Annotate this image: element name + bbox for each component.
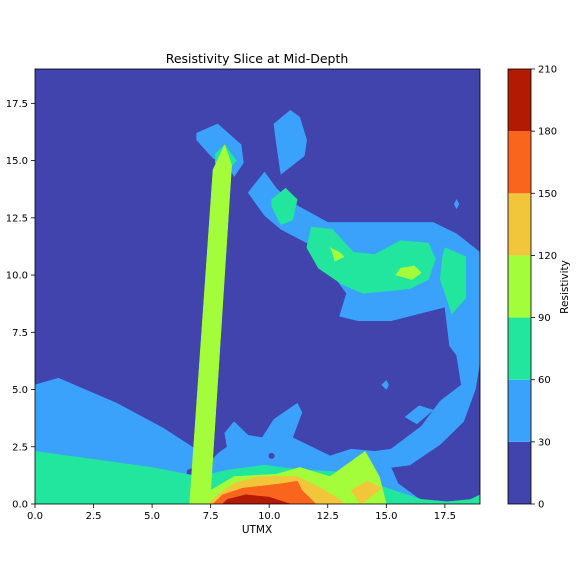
- y-tick-label: 2.5: [12, 442, 28, 453]
- x-axis: 0.0 2.5 5.0 7.5 10.0 12.5 15.0 17.5: [27, 504, 456, 522]
- contour-region-level-3: [189, 144, 387, 504]
- x-tick-label: 15.0: [375, 511, 397, 522]
- y-tick-label: 5.0: [12, 385, 28, 396]
- contour-region-level-4: [350, 480, 382, 504]
- contour-region-level-3: [395, 265, 422, 280]
- x-tick-label: 12.5: [317, 511, 339, 522]
- colorbar-segment: [508, 69, 531, 132]
- colorbar-tick-label: 120: [538, 251, 557, 262]
- colorbar-tick-label: 0: [538, 500, 544, 511]
- colorbar-tick-label: 60: [538, 375, 551, 386]
- colorbar-tick-label: 90: [538, 313, 551, 324]
- colorbar-frame: [507, 68, 532, 505]
- y-tick-label: 0.0: [12, 500, 28, 511]
- x-tick-label: 0.0: [27, 511, 43, 522]
- y-axis: 0.0 2.5 5.0 7.5 10.0 12.5 15.0 17.5: [6, 99, 35, 511]
- x-tick-label: 10.0: [258, 511, 280, 522]
- contour-region-level-1: [381, 380, 389, 390]
- colorbar-segment: [508, 131, 531, 194]
- contour-region-level-3: [329, 247, 345, 262]
- y-tick-label: 7.5: [12, 328, 28, 339]
- colorbar-segment: [508, 255, 531, 318]
- colorbar-label: Resistivity: [559, 260, 571, 314]
- contour-region-level-1: [453, 199, 460, 209]
- chart-title: Resistivity Slice at Mid-Depth: [166, 51, 349, 66]
- contour-regions: [35, 109, 480, 504]
- contour-region-level-1: [273, 109, 307, 175]
- y-tick-label: 10.0: [6, 271, 28, 282]
- y-tick-label: 15.0: [6, 156, 28, 167]
- x-tick-label: 5.0: [144, 511, 160, 522]
- contour-region-level-6: [222, 494, 291, 504]
- colorbar-segment: [508, 441, 531, 504]
- x-tick-label: 2.5: [86, 511, 102, 522]
- colorbar-segment: [508, 193, 531, 256]
- colorbar-tick-label: 210: [538, 65, 557, 76]
- x-tick-label: 7.5: [203, 511, 219, 522]
- contour-region-level-2: [271, 187, 298, 225]
- plot-area: [35, 69, 480, 504]
- plot-frame: [34, 68, 481, 505]
- contour-dot: [268, 452, 275, 459]
- x-axis-label: UTMX: [242, 524, 272, 536]
- y-tick-label: 17.5: [6, 99, 28, 110]
- contour-region-level-2: [439, 247, 467, 315]
- contour-region-level-1: [404, 405, 434, 425]
- colorbar-tick-label: 150: [538, 189, 557, 200]
- colorbar: 0 30 60 90 120 150 180 210: [507, 65, 557, 511]
- colorbar-segment: [508, 379, 531, 442]
- colorbar-tick-label: 30: [538, 437, 551, 448]
- x-tick-label: 17.5: [434, 511, 456, 522]
- y-tick-label: 12.5: [6, 213, 28, 224]
- colorbar-tick-label: 180: [538, 127, 557, 138]
- colorbar-segment: [508, 317, 531, 380]
